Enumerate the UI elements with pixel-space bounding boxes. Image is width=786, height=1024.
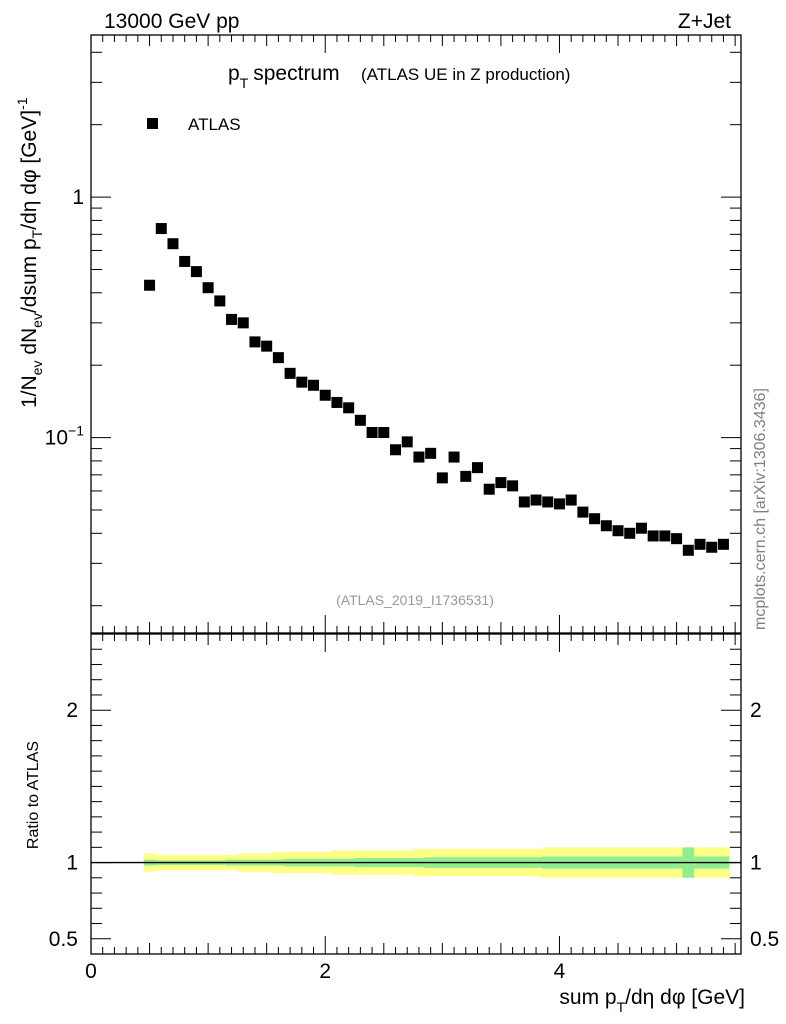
data-point [542,496,554,508]
lower-y-tick-label-left: 0.5 [49,928,78,951]
data-point [507,480,519,492]
data-point [647,530,659,542]
side-source-label: mcplots.cern.ch [arXiv:1306.3436] [752,388,769,630]
plot-title: pT spectrum [228,62,340,91]
data-point [413,451,425,463]
title-main: p [228,62,240,85]
data-point [553,498,565,510]
data-point [214,295,226,307]
data-point [448,451,460,463]
upper-axis-ticks [90,35,741,633]
x-tick-label: 4 [554,960,566,983]
data-point [706,541,718,553]
data-point [354,414,366,426]
data-point [144,279,156,291]
data-point [624,527,636,539]
data-point [471,462,483,474]
data-point [589,513,601,525]
data-point [202,282,214,294]
data-point [179,255,191,267]
data-point [635,522,647,534]
upper-y-tick-label: 1 [72,186,84,209]
title-sub: T [240,75,249,91]
lower-y-tick-label-right: 2 [750,699,762,722]
data-point [425,447,437,459]
data-point [378,426,390,438]
data-markers [144,223,729,556]
data-point [249,336,261,348]
data-point [190,266,202,278]
data-point [401,436,413,448]
legend-marker [147,118,158,129]
data-point [717,538,729,550]
data-point [343,402,355,414]
data-point [226,313,238,325]
data-point [694,538,706,550]
x-tick-label: 2 [319,960,331,983]
data-point [495,477,507,489]
data-point [155,223,167,235]
data-point [319,389,331,401]
data-point [284,367,296,379]
upper-y-tick-label: 10−1 [45,423,85,450]
process-label: Z+Jet [678,10,731,33]
title-rest: spectrum [253,62,339,85]
data-point [530,494,542,506]
lower-y-axis-label: Ratio to ATLAS [25,741,42,849]
lower-tick-labels: 0.5 0.5 1 1 2 2 0 2 4 [49,699,779,983]
upper-panel-frame [90,34,742,634]
data-point [167,238,179,250]
data-point [682,544,694,556]
lower-y-tick-label-right: 1 [750,852,762,875]
data-point [671,533,683,545]
data-point [308,379,320,391]
data-point [390,444,402,456]
x-tick-label: 0 [85,960,97,983]
upper-y-tick-labels: 1 10−1 [45,186,85,450]
data-point [600,520,612,532]
energy-label: 13000 GeV pp [104,10,239,33]
data-point [237,317,249,329]
upper-y-axis-label: 1/Nev dNev/dsum pT/dη dφ [GeV]-1 [14,97,45,408]
data-point [460,470,472,482]
data-point [659,530,671,542]
data-point [261,340,273,352]
data-point [483,483,495,495]
lower-y-tick-label-right: 0.5 [750,928,779,951]
lower-panel-frame [90,633,742,955]
title-small: (ATLAS UE in Z production) [361,65,570,84]
data-point [612,525,624,537]
data-point [577,506,589,518]
data-point [331,396,343,408]
lower-y-tick-label-left: 1 [66,852,78,875]
data-point [518,496,530,508]
lower-y-tick-label-left: 2 [66,699,78,722]
x-axis-label: sum pT/dη dφ [GeV] [559,986,745,1015]
data-point [296,376,308,388]
analysis-watermark: (ATLAS_2019_I1736531) [336,592,494,608]
legend-label: ATLAS [188,115,241,134]
data-point [565,494,577,506]
data-point [436,472,448,484]
data-point [366,426,378,438]
lower-axis-ticks [90,634,741,955]
data-point [272,352,284,364]
